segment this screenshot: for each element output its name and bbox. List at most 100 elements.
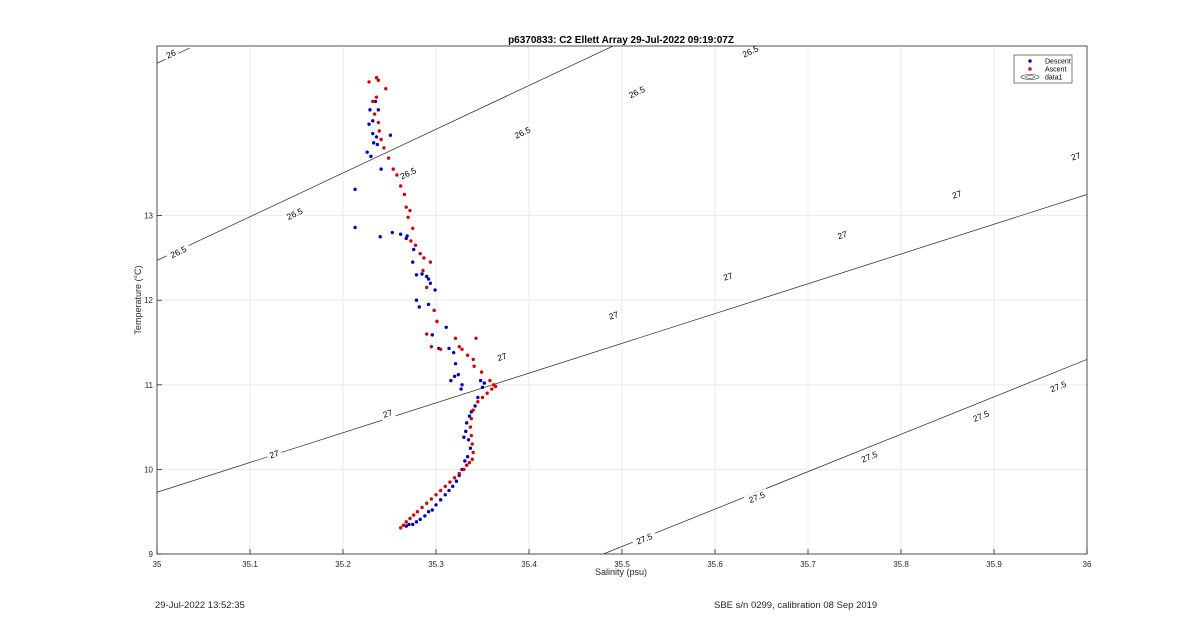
descent-point <box>371 131 375 136</box>
y-tick-label: 13 <box>144 212 153 221</box>
legend-marker-contour <box>1020 74 1040 80</box>
ascent-point <box>469 416 474 421</box>
descent-point <box>447 488 451 493</box>
descent-point <box>451 350 456 355</box>
ascent-point <box>425 501 429 505</box>
descent-point <box>434 503 438 507</box>
x-tick-label: 35.7 <box>800 560 816 569</box>
legend-entry-label: data1 <box>1045 75 1063 82</box>
contour-label-bg <box>395 163 422 183</box>
contour-label-bg <box>265 447 283 462</box>
descent-point <box>423 514 427 518</box>
x-axis-ticks: 35 35.1 35.2 35.3 35.4 35.5 35.6 35.7 35.8 35.9 36 <box>153 549 1092 569</box>
descent-point <box>426 277 431 281</box>
descent-point <box>376 108 381 112</box>
descent-point <box>449 378 453 383</box>
ascent-point <box>464 463 469 467</box>
y-tick-label: 11 <box>145 381 154 390</box>
contour-line <box>603 359 1087 554</box>
ascent-point <box>398 526 403 530</box>
contour-label-bg <box>719 269 737 284</box>
contour-label-bg <box>1067 149 1085 164</box>
ascent-point <box>367 80 371 84</box>
contour-label-bg <box>493 349 511 364</box>
ascent-point <box>421 268 425 273</box>
y-tick-label: 10 <box>144 465 153 474</box>
contour-label-bg <box>856 447 883 466</box>
ascent-point <box>415 510 420 514</box>
descent-point <box>464 429 468 434</box>
descent-point <box>468 446 473 450</box>
ascent-point <box>471 357 475 362</box>
descent-point <box>378 235 382 239</box>
ascent-point <box>443 484 447 489</box>
descent-point <box>404 524 408 528</box>
y-axis-label: Temperature (°C) <box>133 265 143 334</box>
ascent-point <box>425 285 429 290</box>
descent-point <box>428 281 433 285</box>
descent-point <box>430 508 434 512</box>
ascent-point <box>422 256 426 260</box>
ascent-point <box>418 251 422 256</box>
ascent-point <box>468 425 473 429</box>
legend-marker-ascent <box>1028 67 1032 71</box>
descent-point <box>426 510 431 514</box>
contour-label-bg <box>631 529 658 548</box>
x-tick-label: 35.8 <box>893 560 909 569</box>
x-tick-label: 36 <box>1083 560 1092 569</box>
x-tick-label: 35.3 <box>428 560 444 569</box>
ascent-point <box>470 457 474 461</box>
ascent-point <box>457 471 461 476</box>
descent-point <box>466 438 471 442</box>
descent-point <box>453 361 458 366</box>
descent-point <box>371 141 376 145</box>
x-tick-label: 35.9 <box>986 560 1002 569</box>
contour-label: 27 <box>268 448 280 460</box>
legend-marker-descent <box>1028 59 1032 63</box>
ascent-point <box>438 347 443 351</box>
descent-point <box>430 333 434 337</box>
descent-point <box>365 150 369 154</box>
descent-point <box>414 520 419 524</box>
contour-label-bg <box>165 242 192 262</box>
descent-point <box>390 230 394 235</box>
descent-point <box>482 381 487 385</box>
ascent-point <box>376 78 381 82</box>
contour-label-bg <box>379 406 396 421</box>
ascent-point <box>452 476 457 480</box>
contour-label-bg <box>162 46 180 62</box>
chart-title: p6370833: C2 Ellett Array 29-Jul-2022 09… <box>508 35 734 46</box>
contour-label: 27 <box>836 229 848 241</box>
ascent-point <box>411 513 416 517</box>
descent-point <box>447 346 451 351</box>
ascent-point <box>448 480 452 484</box>
ascent-point <box>453 336 458 340</box>
descent-point <box>465 455 470 459</box>
ascent-point <box>490 387 494 391</box>
y-axis-ticks: 9 10 11 12 13 <box>144 212 162 559</box>
descent-point <box>388 133 393 137</box>
contour-line <box>157 46 614 261</box>
descent-point <box>473 404 477 408</box>
contour-label-bg <box>623 82 650 102</box>
contour-label: 27 <box>1070 150 1082 162</box>
descent-point <box>407 522 411 527</box>
descent-point <box>368 108 372 112</box>
descent-point <box>438 498 443 502</box>
descent-point <box>425 274 429 279</box>
contour-label-bg <box>743 488 770 507</box>
x-tick-label: 35.5 <box>614 560 630 569</box>
descent-point <box>375 142 380 147</box>
ascent-point <box>493 384 498 389</box>
descent-point <box>476 395 480 400</box>
ascent-point <box>435 319 439 324</box>
ascent-point <box>395 173 399 177</box>
ascent-point <box>479 370 484 374</box>
descent-point <box>462 435 466 439</box>
footer-timestamp: 29-Jul-2022 13:52:35 <box>155 600 245 611</box>
contour-label-bg <box>605 308 622 323</box>
contour-label: 27 <box>496 351 508 363</box>
legend-entry-label: Ascent <box>1045 67 1066 74</box>
x-tick-label: 35.2 <box>335 560 351 569</box>
contour-label-bg <box>737 41 764 62</box>
